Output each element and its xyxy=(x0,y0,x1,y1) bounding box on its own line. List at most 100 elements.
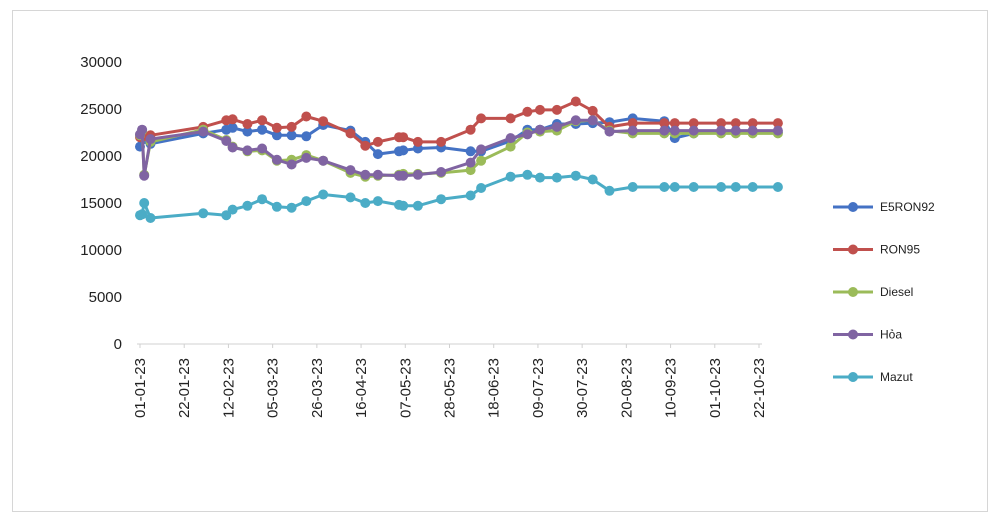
data-point xyxy=(570,170,581,181)
data-point xyxy=(412,169,423,180)
data-point xyxy=(301,196,312,207)
data-point xyxy=(716,125,727,136)
data-point xyxy=(137,209,148,220)
data-point xyxy=(465,165,476,176)
data-point xyxy=(242,126,253,137)
data-point xyxy=(688,125,699,136)
data-point xyxy=(221,136,232,146)
data-point xyxy=(436,136,447,147)
y-tick-label: 5000 xyxy=(89,289,122,306)
data-point xyxy=(286,121,297,132)
data-point xyxy=(145,134,156,145)
data-point xyxy=(372,169,383,180)
data-point xyxy=(772,125,783,136)
data-point xyxy=(535,172,545,183)
data-point xyxy=(257,194,268,205)
data-point xyxy=(627,125,638,136)
data-point xyxy=(688,182,699,192)
data-point xyxy=(318,155,329,166)
data-point xyxy=(716,182,727,192)
data-point xyxy=(398,170,409,181)
data-point xyxy=(257,124,268,135)
x-tick-label: 09-07-23 xyxy=(530,358,547,418)
data-point xyxy=(587,115,598,126)
data-point xyxy=(465,157,476,168)
data-point xyxy=(198,208,209,219)
data-point xyxy=(730,118,741,129)
data-point xyxy=(436,194,447,205)
data-point xyxy=(301,152,312,163)
legend-label: Mazut xyxy=(880,370,913,384)
data-point xyxy=(257,115,268,126)
data-point xyxy=(587,105,598,116)
data-point xyxy=(551,172,562,183)
data-point xyxy=(476,113,487,124)
data-point xyxy=(345,192,356,203)
data-point xyxy=(360,198,371,208)
x-tick-label: 01-01-23 xyxy=(132,358,149,418)
legend-label: Hỏa xyxy=(880,328,902,342)
x-tick-label: 12-02-23 xyxy=(220,358,237,418)
x-tick-label: 20-08-23 xyxy=(618,358,635,418)
data-point xyxy=(436,167,447,177)
y-tick-label: 20000 xyxy=(80,148,122,165)
data-point xyxy=(551,121,562,132)
data-point xyxy=(398,145,409,156)
series-1 xyxy=(135,96,783,151)
data-point xyxy=(604,126,615,137)
data-point xyxy=(198,126,209,137)
legend-swatch-marker xyxy=(848,287,858,297)
data-point xyxy=(412,200,423,211)
data-point xyxy=(145,213,156,223)
x-tick-label: 22-01-23 xyxy=(176,358,193,418)
data-point xyxy=(227,114,238,125)
data-point xyxy=(505,171,516,182)
data-point xyxy=(286,159,297,170)
data-point xyxy=(522,106,533,117)
y-tick-label: 10000 xyxy=(80,242,122,259)
data-point xyxy=(669,125,680,136)
y-tick-label: 25000 xyxy=(80,101,122,118)
legend: E5RON92 RON95 Diesel Hỏa Mazut xyxy=(833,200,935,384)
legend-label: E5RON92 xyxy=(880,200,935,214)
data-point xyxy=(398,200,409,211)
data-point xyxy=(688,118,699,129)
chart-frame xyxy=(12,10,988,512)
legend-label: RON95 xyxy=(880,243,920,257)
data-point xyxy=(271,154,282,165)
data-point xyxy=(301,131,312,142)
x-tick-label: 05-03-23 xyxy=(265,358,282,418)
legend-swatch-marker xyxy=(848,202,858,212)
x-tick-label: 16-04-23 xyxy=(353,358,370,418)
data-point xyxy=(345,128,356,139)
data-point xyxy=(522,169,533,180)
data-point xyxy=(772,182,783,192)
data-point xyxy=(286,202,297,213)
data-point xyxy=(570,96,581,107)
data-point xyxy=(476,144,487,155)
data-point xyxy=(318,116,329,127)
x-tick-label: 18-06-23 xyxy=(486,358,503,418)
data-point xyxy=(730,125,741,136)
data-point xyxy=(286,130,297,141)
legend-item: E5RON92 xyxy=(833,200,935,214)
data-point xyxy=(465,124,476,135)
data-point xyxy=(242,200,253,211)
data-point xyxy=(372,196,383,207)
data-point xyxy=(551,104,562,115)
data-point xyxy=(476,183,487,193)
data-point xyxy=(227,122,238,133)
data-point xyxy=(747,118,758,129)
x-axis-ticks: 01-01-23 22-01-23 12-02-23 05-03-23 26-03-23… xyxy=(132,344,768,418)
data-point xyxy=(716,118,727,129)
x-tick-label: 28-05-23 xyxy=(442,358,459,418)
data-point xyxy=(227,142,238,153)
data-point xyxy=(604,185,615,196)
data-point xyxy=(360,169,371,180)
x-tick-label: 26-03-23 xyxy=(309,358,326,418)
data-point xyxy=(242,145,253,156)
data-point xyxy=(747,182,758,192)
data-point xyxy=(271,122,282,133)
data-point xyxy=(465,190,476,201)
